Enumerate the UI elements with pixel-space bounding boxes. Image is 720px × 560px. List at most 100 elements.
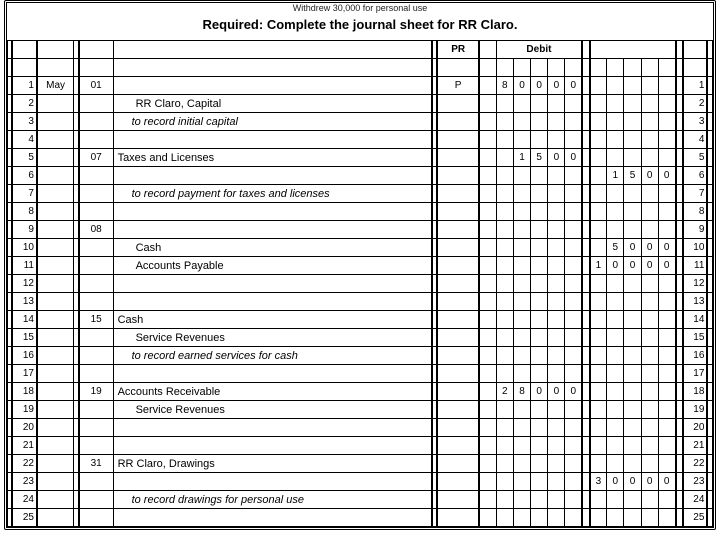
row-number-right: 19 (683, 401, 708, 419)
debit-digit (513, 401, 530, 419)
row-number-right: 15 (683, 329, 708, 347)
row-number-right: 3 (683, 113, 708, 131)
credit-digit (607, 149, 624, 167)
debit-digit (531, 347, 548, 365)
debit-digit (496, 293, 513, 311)
month-cell (37, 113, 74, 131)
credit-digit (590, 131, 607, 149)
debit-digit (496, 347, 513, 365)
debit-digit (513, 329, 530, 347)
row-number-left: 17 (12, 365, 37, 383)
debit-digit (513, 455, 530, 473)
month-cell (37, 311, 74, 329)
journal-row: 11Accounts Payable1000011 (8, 257, 713, 275)
debit-digit (496, 95, 513, 113)
credit-digit: 0 (624, 257, 641, 275)
credit-digit (607, 203, 624, 221)
credit-digit: 3 (590, 473, 607, 491)
row-number-left: 12 (12, 275, 37, 293)
journal-row: 15Service Revenues15 (8, 329, 713, 347)
credit-digit (590, 203, 607, 221)
row-number-left: 15 (12, 329, 37, 347)
credit-digit (658, 131, 675, 149)
day-cell (79, 185, 113, 203)
debit-digit: 5 (531, 149, 548, 167)
credit-digit (590, 293, 607, 311)
row-number-right: 23 (683, 473, 708, 491)
credit-digit (590, 437, 607, 455)
credit-digit (658, 419, 675, 437)
journal-row: 1212 (8, 275, 713, 293)
debit-digit (565, 185, 582, 203)
credit-digit (641, 77, 658, 95)
debit-digit (531, 311, 548, 329)
row-number-right: 9 (683, 221, 708, 239)
credit-digit (607, 77, 624, 95)
row-number-right: 21 (683, 437, 708, 455)
description-cell: to record earned services for cash (113, 347, 432, 365)
credit-digit (658, 347, 675, 365)
month-cell (37, 437, 74, 455)
credit-digit (641, 383, 658, 401)
credit-digit: 0 (624, 473, 641, 491)
debit-digit (548, 275, 565, 293)
row-number-left: 5 (12, 149, 37, 167)
journal-row: 9089 (8, 221, 713, 239)
credit-digit (624, 275, 641, 293)
pr-cell: P (437, 77, 479, 95)
debit-digit (496, 509, 513, 527)
pr-cell (437, 491, 479, 509)
description-cell (113, 293, 432, 311)
journal-row: 1415Cash14 (8, 311, 713, 329)
credit-digit (590, 221, 607, 239)
debit-digit (513, 257, 530, 275)
description-cell (113, 275, 432, 293)
debit-digit (565, 473, 582, 491)
debit-digit: 0 (565, 77, 582, 95)
debit-digit (496, 149, 513, 167)
debit-digit (565, 419, 582, 437)
journal-row: 21 21 (8, 437, 713, 455)
debit-digit (565, 491, 582, 509)
row-number-left: 18 (12, 383, 37, 401)
row-number-right: 20 (683, 419, 708, 437)
row-number-right: 6 (683, 167, 708, 185)
day-cell: 19 (79, 383, 113, 401)
debit-digit (565, 203, 582, 221)
debit-digit (513, 365, 530, 383)
row-number-left: 21 (12, 437, 37, 455)
pr-cell (437, 95, 479, 113)
journal-row: 19Service Revenues19 (8, 401, 713, 419)
pr-header: PR (437, 41, 479, 59)
credit-digit (607, 311, 624, 329)
credit-digit: 0 (641, 473, 658, 491)
debit-digit (548, 491, 565, 509)
credit-digit (590, 311, 607, 329)
debit-digit (565, 455, 582, 473)
credit-digit (590, 149, 607, 167)
pr-cell (437, 149, 479, 167)
debit-digit (496, 275, 513, 293)
debit-digit: 0 (513, 77, 530, 95)
credit-digit (641, 365, 658, 383)
description-cell: Accounts Receivable (113, 383, 432, 401)
credit-digit: 0 (658, 473, 675, 491)
day-cell (79, 113, 113, 131)
debit-digit (513, 275, 530, 293)
debit-digit (531, 203, 548, 221)
month-cell (37, 455, 74, 473)
debit-digit: 1 (513, 149, 530, 167)
debit-digit: 0 (548, 149, 565, 167)
day-cell (79, 401, 113, 419)
debit-digit (496, 167, 513, 185)
row-number-left: 6 (12, 167, 37, 185)
credit-digit (658, 455, 675, 473)
credit-digit (641, 131, 658, 149)
debit-digit: 8 (496, 77, 513, 95)
debit-digit (548, 347, 565, 365)
journal-row: 615006 (8, 167, 713, 185)
credit-digit (590, 401, 607, 419)
row-number-right: 4 (683, 131, 708, 149)
debit-digit (565, 239, 582, 257)
debit-digit (496, 455, 513, 473)
